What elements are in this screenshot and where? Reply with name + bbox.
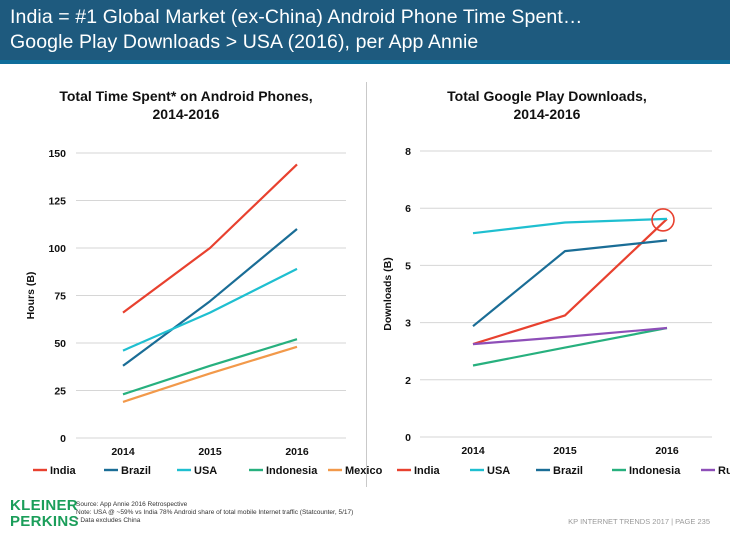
time-spent-chart: Total Time Spent* on Android Phones, 2014… xyxy=(25,88,383,477)
x-tick-label: 2016 xyxy=(655,445,679,457)
legend-label: Mexico xyxy=(345,465,383,477)
chart-title-line-2: 2014-2016 xyxy=(514,106,581,122)
slide-title-line-2: Google Play Downloads > USA (2016), per … xyxy=(10,31,479,53)
legend-label: Brazil xyxy=(553,465,583,477)
x-tick-label: 2015 xyxy=(553,445,577,457)
legend-label: Russia xyxy=(718,465,730,477)
downloads-chart: Total Google Play Downloads, 2014-2016 0 2 3… xyxy=(382,88,730,477)
legend-label: India xyxy=(414,465,441,477)
y-tick-label: 2 xyxy=(405,375,411,387)
series-line-indonesia xyxy=(472,326,668,367)
x-tick-label: 2015 xyxy=(198,446,222,458)
y-tick-label: 3 xyxy=(405,318,411,330)
kleiner-perkins-logo: KLEINER PERKINS xyxy=(10,498,79,530)
india-2016-highlight-circle xyxy=(651,208,675,232)
y-tick-label: 5 xyxy=(405,260,411,272)
series-line-india xyxy=(472,218,668,346)
legend-label: Indonesia xyxy=(629,465,681,477)
legend-label: USA xyxy=(487,465,510,477)
header-accent-bar xyxy=(0,60,730,64)
legend-label: USA xyxy=(194,465,217,477)
y-axis-label: Downloads (B) xyxy=(382,257,394,331)
legend-label: Indonesia xyxy=(266,465,318,477)
x-tick-label: 2016 xyxy=(285,446,309,458)
y-tick-label: 100 xyxy=(48,243,66,255)
note-text: Note: USA @ ~59% vs India 78% Android sh… xyxy=(76,509,354,516)
series-line-indonesia xyxy=(122,338,298,396)
series-line-mexico xyxy=(122,345,298,403)
x-tick-label: 2014 xyxy=(461,445,485,457)
y-tick-label: 6 xyxy=(405,203,411,215)
y-tick-label: 25 xyxy=(54,386,66,398)
slide-title-line-1: India = #1 Global Market (ex-China) Andr… xyxy=(10,6,583,28)
series-line-brazil xyxy=(472,239,668,328)
y-tick-label: 75 xyxy=(54,291,66,303)
series-line-brazil xyxy=(122,228,298,367)
source-text: Source: App Annie 2016 Retrospective xyxy=(76,501,188,508)
y-tick-label: 125 xyxy=(48,196,66,208)
logo-line-1: KLEINER xyxy=(10,497,78,514)
x-tick-label: 2014 xyxy=(111,446,135,458)
series-line-usa xyxy=(122,267,298,352)
series-line-russia xyxy=(472,326,668,346)
logo-line-2: PERKINS xyxy=(10,513,79,530)
legend-label: India xyxy=(50,465,77,477)
y-tick-label: 0 xyxy=(405,432,411,444)
legend-label: Brazil xyxy=(121,465,151,477)
y-tick-label: 8 xyxy=(405,146,411,158)
y-tick-label: 0 xyxy=(60,433,66,445)
source-notes: Source: App Annie 2016 Retrospective Not… xyxy=(76,501,353,525)
chart-title-line-2: 2014-2016 xyxy=(153,106,220,122)
y-tick-label: 50 xyxy=(54,338,66,350)
y-tick-label: 150 xyxy=(48,148,66,160)
y-axis-label: Hours (B) xyxy=(25,272,37,320)
panel-divider xyxy=(366,82,367,487)
slide-header: India = #1 Global Market (ex-China) Andr… xyxy=(0,0,730,60)
series-line-usa xyxy=(472,217,668,235)
footnote-text: * Data excludes China xyxy=(76,517,141,524)
chart-title-line-1: Total Google Play Downloads, xyxy=(447,88,647,104)
page-label: KP INTERNET TRENDS 2017 | PAGE 235 xyxy=(568,517,710,526)
chart-title-line-1: Total Time Spent* on Android Phones, xyxy=(59,88,312,104)
series-line-india xyxy=(122,163,298,314)
